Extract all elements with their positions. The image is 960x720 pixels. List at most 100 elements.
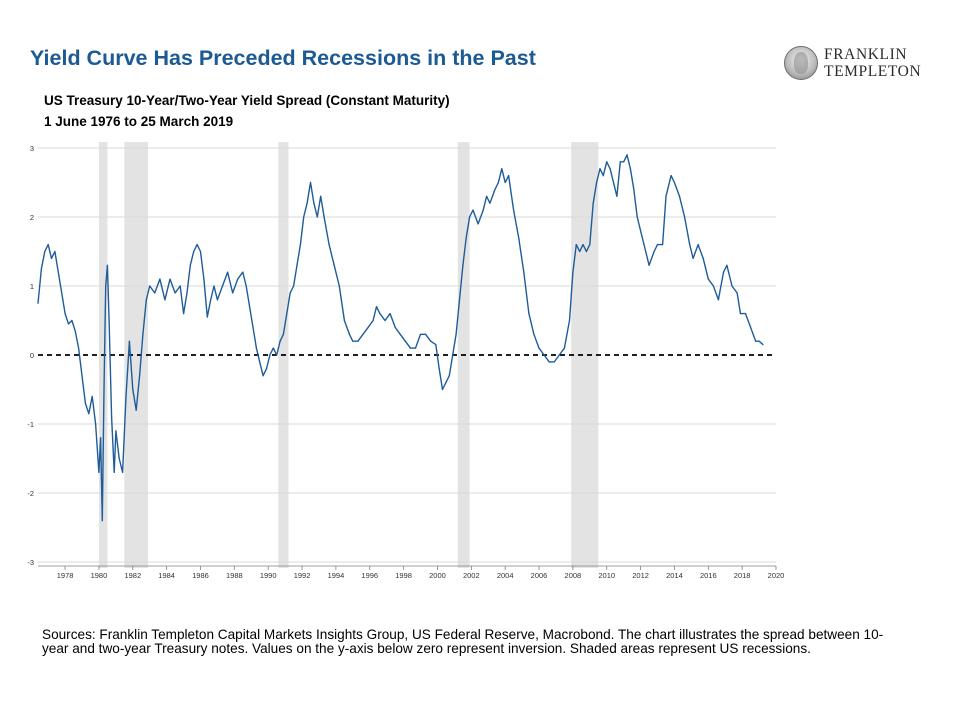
x-tick-label-1994: 1994 bbox=[328, 571, 345, 580]
spread-point-139 bbox=[568, 319, 571, 322]
spread-point-175 bbox=[707, 278, 709, 280]
franklin-templeton-logo: FRANKLIN TEMPLETON bbox=[784, 46, 934, 82]
spread-point-39 bbox=[154, 292, 156, 294]
spread-point-74 bbox=[289, 292, 291, 294]
spread-point-151 bbox=[609, 168, 611, 170]
spread-point-36 bbox=[142, 333, 144, 335]
spread-point-181 bbox=[736, 292, 738, 294]
spread-point-67 bbox=[265, 368, 268, 370]
spread-point-129 bbox=[518, 237, 520, 239]
spread-point-103 bbox=[414, 347, 417, 349]
spread-point-113 bbox=[455, 333, 457, 335]
spread-point-180 bbox=[731, 285, 733, 287]
spread-point-130 bbox=[523, 271, 525, 273]
spread-point-37 bbox=[145, 299, 147, 301]
sources-footnote: Sources: Franklin Templeton Capital Mark… bbox=[42, 627, 884, 656]
spread-point-45 bbox=[182, 313, 185, 315]
spread-point-70 bbox=[276, 354, 278, 356]
chart-title: US Treasury 10-Year/Two-Year Yield Sprea… bbox=[44, 93, 450, 108]
spread-point-86 bbox=[333, 264, 335, 266]
spread-point-117 bbox=[469, 216, 471, 218]
spread-point-26 bbox=[111, 416, 113, 418]
spread-point-7 bbox=[57, 271, 59, 273]
spread-point-61 bbox=[245, 285, 247, 287]
spread-point-82 bbox=[316, 216, 318, 218]
spread-point-90 bbox=[352, 340, 354, 342]
spread-point-185 bbox=[755, 340, 757, 342]
x-tick-label-1982: 1982 bbox=[124, 571, 141, 580]
spread-point-4 bbox=[47, 244, 49, 246]
spread-point-50 bbox=[199, 250, 202, 253]
recession-band-2 bbox=[124, 142, 149, 568]
spread-point-58 bbox=[232, 292, 234, 294]
x-tick-label-2014: 2014 bbox=[666, 571, 683, 580]
spread-point-2 bbox=[40, 268, 42, 270]
spread-point-40 bbox=[159, 278, 161, 280]
spread-point-16 bbox=[88, 413, 90, 415]
spread-point-147 bbox=[595, 181, 598, 184]
spread-point-187 bbox=[762, 344, 764, 346]
spread-point-119 bbox=[477, 223, 479, 225]
spread-point-148 bbox=[599, 168, 601, 170]
spread-point-125 bbox=[501, 168, 503, 170]
spread-point-124 bbox=[497, 181, 500, 184]
spread-point-64 bbox=[255, 347, 257, 349]
spread-point-20 bbox=[100, 437, 102, 439]
x-tick-label-2016: 2016 bbox=[700, 571, 717, 580]
x-tick-label-1992: 1992 bbox=[294, 571, 311, 580]
spread-point-17 bbox=[91, 395, 93, 397]
spread-point-177 bbox=[717, 299, 720, 301]
chart-subtitle: 1 June 1976 to 25 March 2019 bbox=[44, 114, 234, 129]
spread-point-171 bbox=[689, 244, 691, 246]
x-tick-label-2018: 2018 bbox=[734, 571, 751, 580]
spread-point-111 bbox=[448, 375, 450, 377]
spread-point-60 bbox=[242, 271, 244, 273]
spread-point-102 bbox=[409, 347, 411, 349]
spread-point-14 bbox=[81, 375, 83, 377]
spread-point-42 bbox=[169, 278, 171, 280]
spread-point-95 bbox=[375, 306, 378, 308]
spread-point-98 bbox=[389, 313, 391, 315]
spread-point-93 bbox=[367, 326, 369, 328]
spread-point-35 bbox=[138, 375, 141, 377]
spread-point-135 bbox=[548, 361, 550, 363]
spread-point-15 bbox=[84, 402, 86, 404]
spread-point-57 bbox=[226, 271, 229, 273]
x-tick-label-1998: 1998 bbox=[395, 571, 412, 580]
spread-point-100 bbox=[399, 333, 401, 335]
spread-point-52 bbox=[206, 316, 208, 318]
spread-point-47 bbox=[189, 264, 191, 266]
x-tick-label-1980: 1980 bbox=[91, 571, 108, 580]
spread-point-166 bbox=[665, 195, 667, 197]
spread-point-97 bbox=[384, 319, 386, 322]
spread-point-134 bbox=[543, 354, 545, 356]
spread-point-162 bbox=[648, 264, 650, 266]
spread-point-107 bbox=[435, 344, 437, 346]
spread-point-44 bbox=[179, 285, 181, 287]
spread-point-78 bbox=[303, 216, 305, 218]
spread-point-63 bbox=[252, 326, 254, 328]
x-tick-label-1988: 1988 bbox=[226, 571, 243, 580]
y-tick-label-3: 3 bbox=[30, 144, 34, 153]
spread-point-19 bbox=[98, 471, 100, 473]
spread-point-84 bbox=[323, 216, 325, 218]
spread-point-9 bbox=[64, 313, 66, 315]
spread-point-183 bbox=[744, 313, 747, 315]
spread-point-118 bbox=[472, 209, 474, 211]
spread-point-170 bbox=[683, 216, 686, 218]
spread-point-1 bbox=[37, 302, 39, 304]
spread-point-10 bbox=[67, 323, 70, 325]
spread-point-132 bbox=[533, 333, 535, 335]
spread-point-55 bbox=[216, 299, 219, 301]
spread-point-157 bbox=[629, 168, 632, 170]
spread-point-133 bbox=[538, 347, 540, 349]
spread-point-167 bbox=[670, 175, 672, 177]
x-tick-label-1978: 1978 bbox=[57, 571, 74, 580]
spread-point-30 bbox=[122, 471, 124, 473]
spread-point-122 bbox=[489, 202, 491, 204]
logo-line-1: FRANKLIN bbox=[824, 46, 908, 63]
spread-point-109 bbox=[441, 388, 444, 391]
spread-point-54 bbox=[213, 285, 215, 287]
spread-point-89 bbox=[348, 333, 351, 335]
